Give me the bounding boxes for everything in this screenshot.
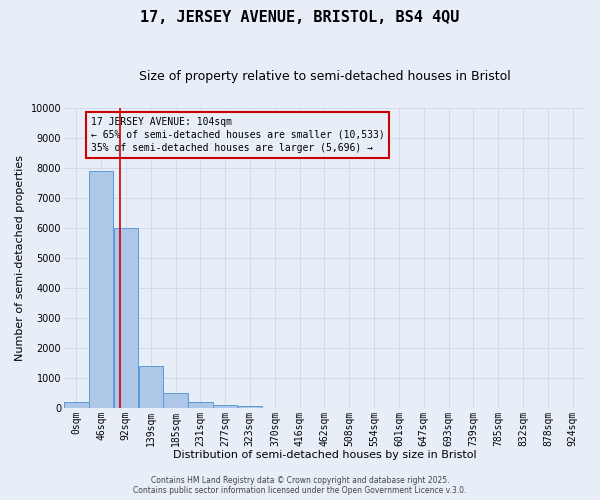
- Bar: [213, 405, 238, 408]
- Bar: [113, 228, 138, 408]
- Bar: [64, 402, 89, 408]
- Text: Contains HM Land Registry data © Crown copyright and database right 2025.
Contai: Contains HM Land Registry data © Crown c…: [133, 476, 467, 495]
- Title: Size of property relative to semi-detached houses in Bristol: Size of property relative to semi-detach…: [139, 70, 511, 83]
- Text: 17, JERSEY AVENUE, BRISTOL, BS4 4QU: 17, JERSEY AVENUE, BRISTOL, BS4 4QU: [140, 10, 460, 25]
- Y-axis label: Number of semi-detached properties: Number of semi-detached properties: [15, 155, 25, 361]
- Bar: [238, 406, 262, 408]
- Text: 17 JERSEY AVENUE: 104sqm
← 65% of semi-detached houses are smaller (10,533)
35% : 17 JERSEY AVENUE: 104sqm ← 65% of semi-d…: [91, 117, 385, 153]
- Bar: [188, 402, 212, 408]
- Bar: [89, 171, 113, 408]
- Bar: [139, 366, 163, 408]
- X-axis label: Distribution of semi-detached houses by size in Bristol: Distribution of semi-detached houses by …: [173, 450, 476, 460]
- Bar: [163, 393, 188, 408]
